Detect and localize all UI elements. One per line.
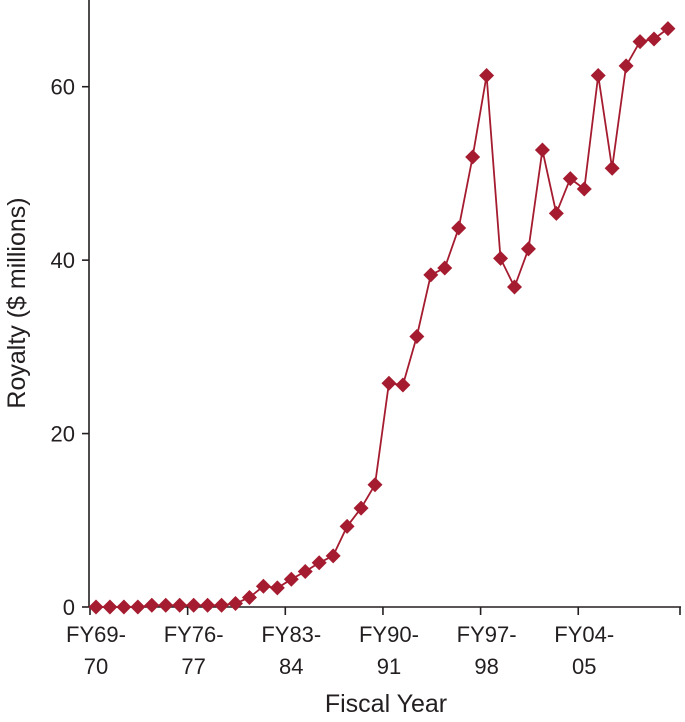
data-point [604,160,620,176]
data-point [367,477,383,493]
data-point [186,597,202,613]
y-ticks: 0 20 40 60 [51,75,89,620]
data-point [493,250,509,266]
x-axis: FY69- 70 FY76- 77 FY83- 84 FY90- 91 FY97- 98 FY04-… [66,606,681,679]
data-point [395,377,411,393]
x-tick-label: 91 [377,654,401,679]
data-point [214,597,230,613]
data-point [423,267,439,283]
data-point [172,597,188,613]
y-tick-label: 40 [51,248,75,273]
data-point [576,181,592,197]
x-tick-label: FY83- [261,622,321,647]
x-tick-label: 98 [474,654,498,679]
data-point [507,279,522,295]
data-point [158,597,174,613]
x-tick-label: 05 [572,654,596,679]
y-axis-title: Royalty ($ millions) [3,197,31,408]
data-point [451,220,467,236]
data-point [144,597,160,613]
data-point [255,578,271,594]
x-tick-label: 70 [84,654,108,679]
data-point [381,375,397,391]
data-point [116,599,132,615]
y-tick-label: 20 [51,422,75,447]
x-axis-title: Fiscal Year [325,690,447,718]
x-tick-label: 84 [279,654,303,679]
data-point [562,171,578,187]
data-point [283,571,299,587]
data-point [353,500,369,516]
plot-area [88,21,676,615]
data-point [465,149,481,165]
data-point [534,142,550,158]
data-point [646,31,662,47]
data-point [102,599,118,615]
x-tick-label: FY97- [457,622,517,647]
data-point [130,599,146,615]
data-point [520,241,536,257]
data-point [618,58,634,74]
data-point [437,260,453,276]
x-tick-label: FY76- [164,622,224,647]
data-point [241,589,257,605]
x-tick-label: FY69- [66,622,126,647]
data-point [228,596,243,612]
data-point [479,67,495,83]
x-tick-label: FY04- [554,622,614,647]
y-tick-label: 60 [51,75,75,100]
data-point [269,580,285,596]
data-point [548,205,564,221]
data-point [311,555,327,571]
series-line [96,27,669,608]
data-point [632,34,648,50]
x-tick-label: 77 [181,654,205,679]
data-point [200,597,216,613]
y-tick-label: 0 [63,595,75,620]
data-point [660,21,676,37]
data-point [590,67,606,83]
data-point [88,599,104,615]
x-ticks: FY69- 70 FY76- 77 FY83- 84 FY90- 91 FY97- 98 FY04-… [66,607,681,679]
data-point [409,328,425,344]
data-point [325,548,341,564]
y-axis: 0 20 40 60 [51,0,90,620]
data-point [339,518,355,534]
data-point [297,563,313,579]
x-tick-label: FY90- [359,622,419,647]
